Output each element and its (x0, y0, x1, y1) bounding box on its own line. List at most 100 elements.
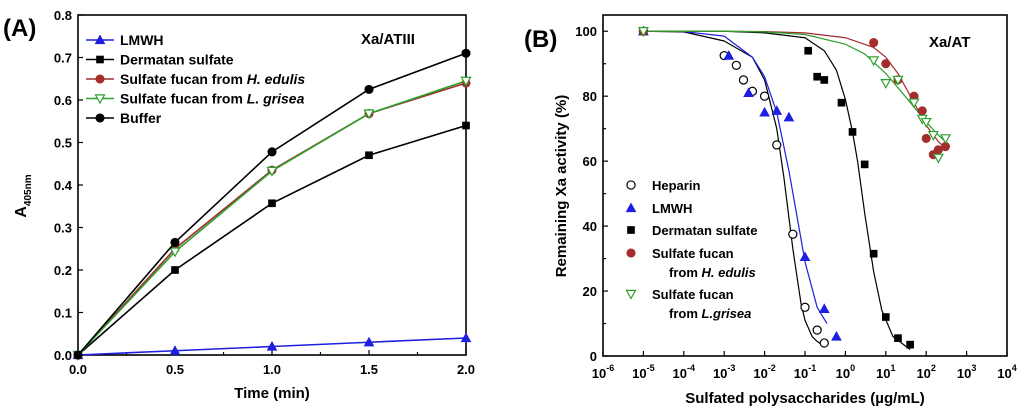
panel-b-xlabel: Sulfated polysaccharides (µg/mL) (685, 390, 925, 407)
panel-a-data-point (171, 266, 179, 274)
panel-a-legend-label: LMWH (120, 32, 164, 48)
panel-b-xtick-label: 100 (836, 363, 855, 381)
panel-a-legend-marker (95, 74, 105, 84)
panel-a-legend-marker (95, 113, 105, 123)
panel-a-legend-label-italic: L. grisea (247, 91, 305, 107)
panel-b-data-point (800, 302, 810, 312)
panel-b-ytick-label: 40 (583, 219, 597, 234)
panel-b-xtick-base: 10 (916, 366, 930, 381)
panel-b-fit-curve (643, 30, 946, 143)
panel-b-ylabel: Remaining Xa activity (%) (553, 95, 570, 278)
panel-a-data-point (363, 109, 375, 120)
panel-a-data-point (460, 76, 472, 87)
panel-b-xtick-base: 10 (957, 366, 971, 381)
panel-b-data-point (723, 50, 735, 60)
panel-b-xtick-base: 10 (753, 366, 767, 381)
panel-b-data-point (759, 91, 770, 101)
panel-b-xtick-label: 10-6 (592, 363, 614, 381)
panel-a-legend-text: Sulfate fucan from L. grisea (120, 91, 305, 107)
panel-b-data-point (788, 229, 798, 239)
panel-b-data-point (894, 334, 902, 342)
panel-b-legend-label: Dermatan sulfate (652, 223, 757, 238)
panel-b-ytick-label: 0 (590, 349, 597, 364)
panel-b-data-point (813, 72, 821, 81)
panel-b-data-point (932, 153, 944, 164)
panel-b-xtick-exponent: 0 (850, 363, 855, 373)
panel-a-data-point (363, 336, 375, 347)
panel-b-legend-label-from: from (669, 265, 702, 280)
panel-b-data-point (927, 130, 939, 141)
panel-b-data-point (906, 340, 914, 349)
panel-b-data-point (799, 251, 811, 262)
panel-b-xtick-exponent: -4 (687, 363, 695, 373)
panel-b-data-point (920, 117, 932, 128)
panel-b-data-point (819, 338, 829, 348)
panel-b-xtick-label: 10-3 (713, 363, 735, 381)
panel-a-ytick-label: 0.6 (54, 93, 72, 108)
panel-a-xlabel: Time (min) (234, 385, 310, 402)
panel-a-ytick-label: 0.8 (54, 8, 72, 23)
panel-a-data-point (267, 147, 277, 157)
panel-b-fit-curve (643, 30, 911, 350)
panel-a-series (72, 48, 472, 361)
panel-a-xtick-label: 0.5 (166, 362, 184, 377)
panel-b-data-point (743, 87, 754, 98)
panel-b-legend-marker (627, 226, 635, 234)
panel-b-xtick-exponent: -3 (727, 363, 735, 373)
panel-a-legend-text: Sulfate fucan from H. edulis (120, 71, 305, 87)
panel-a-legend-text: LMWH (120, 32, 164, 48)
panel-a-ytick-label: 0.2 (54, 263, 72, 278)
panel-b-title: Xa/AT (929, 34, 970, 51)
panel-a-xtick-label: 1.0 (263, 362, 281, 377)
panel-b-data-point (868, 56, 880, 67)
panel-a-data-point (169, 345, 181, 355)
svg-text:A405nm: A405nm (13, 174, 34, 217)
panel-b: (B) 10-6 10-5 10-4 10-3 10-2 10-1 100 101 102 103… (524, 14, 1017, 407)
panel-b-data-point (820, 76, 829, 84)
panel-b-xtick-base: 10 (632, 366, 646, 381)
panel-b-ticks: 10-6 10-5 10-4 10-3 10-2 10-1 100 101 102 103 1040… (575, 24, 1016, 381)
panel-b-data-point (939, 134, 951, 145)
panel-b-data-point (818, 303, 830, 314)
panel-b-data-point (908, 98, 920, 109)
panel-b-ytick-label: 80 (583, 89, 597, 104)
panel-b-data-point (738, 75, 749, 85)
panel-a-data-point (462, 121, 470, 130)
panel-a-data-point (73, 350, 83, 360)
panel-b-ytick-label: 100 (575, 24, 597, 39)
panel-a-legend-text: Buffer (120, 110, 162, 126)
panel-b-data-point (804, 46, 813, 55)
panel-b-xtick-label: 104 (997, 363, 1016, 381)
panel-b-fit-curve (643, 30, 825, 347)
panel-b-data-point (921, 133, 931, 143)
panel-b-legend: Heparin LMWH Dermatan sulfate Sulfate fucan… (625, 178, 757, 321)
panel-a-ticks: 0.0 0.5 1.0 1.5 2.0 0.0 0.1 0.2 0.3 0.4 0.5 0.6 0.7 0… (54, 8, 475, 377)
panel-a-label: (A) (3, 15, 36, 42)
panel-b-legend-label: LMWH (652, 201, 692, 216)
panel-b-xtick-label: 10-5 (632, 363, 654, 381)
panel-a-ylabel-main: A (13, 206, 30, 218)
panel-b-xtick-exponent: 1 (891, 363, 896, 373)
panel-a: (A) 0.0 0.5 1.0 1.5 2.0 0.0 0.1 0.2 0.3 0.4 0.5 0.6… (3, 8, 475, 402)
panel-b-data-point (869, 249, 878, 258)
panel-a-data-point (169, 247, 181, 258)
panel-b-legend-label: Sulfate fucan (652, 246, 734, 261)
panel-b-legend-marker (625, 289, 637, 300)
panel-b-xtick-exponent: -2 (768, 363, 776, 373)
panel-b-data-point (783, 111, 795, 122)
panel-b-xtick-exponent: 3 (971, 363, 976, 373)
panel-b-legend-label-from: from (669, 306, 702, 321)
panel-b-xtick-exponent: 4 (1012, 363, 1017, 373)
panel-b-data-point (881, 313, 890, 321)
panel-b-label: (B) (524, 26, 557, 53)
panel-a-xtick-label: 1.5 (360, 362, 378, 377)
panel-b-xtick-base: 10 (876, 366, 890, 381)
panel-a-legend-label-italic: H. edulis (247, 71, 306, 87)
panel-b-legend-marker (625, 202, 637, 213)
panel-a-data-point (268, 199, 276, 208)
panel-b-xtick-label: 10-2 (753, 363, 775, 381)
panel-a-ytick-label: 0.1 (54, 306, 72, 321)
panel-b-data-point (848, 128, 857, 136)
panel-b-xtick-label: 10-4 (673, 363, 695, 381)
panel-a-legend-marker (94, 94, 106, 105)
